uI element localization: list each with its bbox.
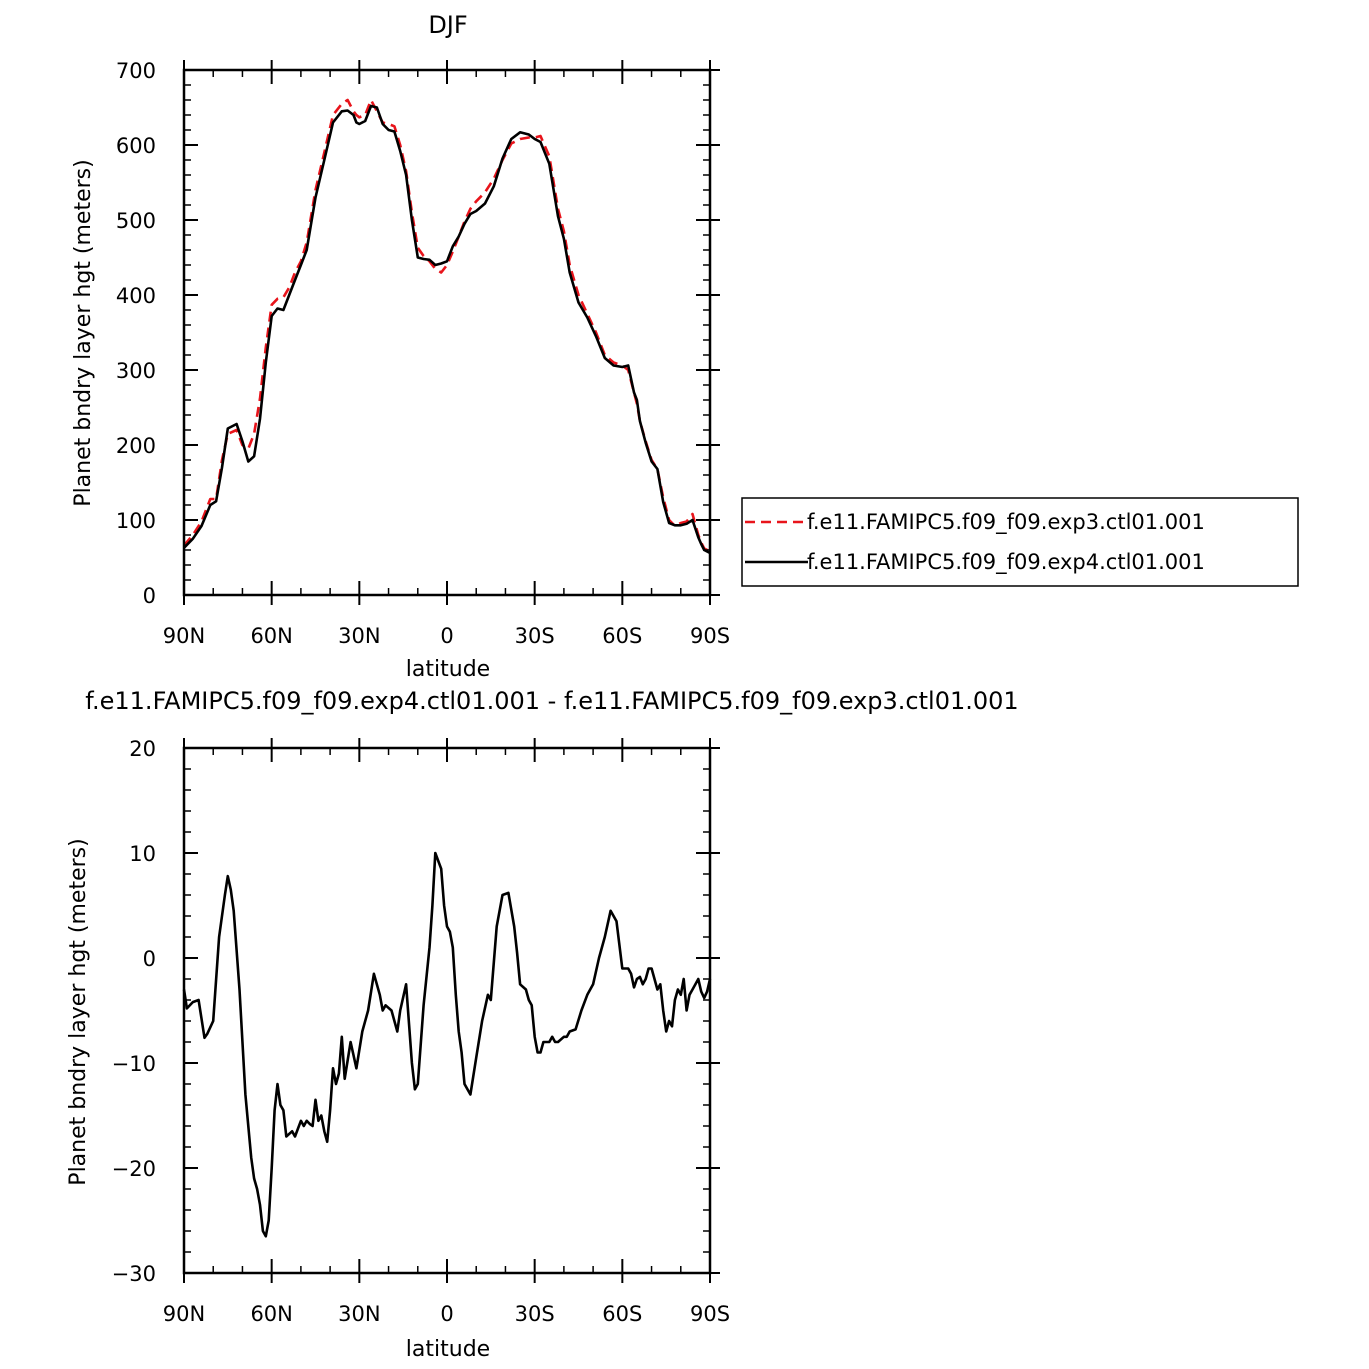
bottom-x-axis-title: latitude bbox=[406, 1337, 490, 1362]
x-tick-label: 90S bbox=[690, 624, 730, 648]
top-plot-frame bbox=[182, 68, 712, 597]
y-tick-label: 0 bbox=[143, 584, 156, 608]
bottom-plot-frame bbox=[182, 746, 712, 1275]
x-tick-label: 30S bbox=[515, 1302, 555, 1326]
top-x-axis-title: latitude bbox=[406, 657, 490, 682]
y-tick-label: 10 bbox=[129, 842, 156, 866]
legend: f.e11.FAMIPC5.f09_f09.exp3.ctl01.001 f.e… bbox=[741, 497, 1299, 587]
x-tick-label: 90N bbox=[163, 1302, 205, 1326]
x-tick-label: 60S bbox=[602, 624, 642, 648]
series-line-0-0 bbox=[183, 98, 711, 553]
top-plot-title: DJF bbox=[428, 11, 467, 39]
x-tick-label: 0 bbox=[440, 624, 453, 648]
top-y-axis-title: Planet bndry layer hgt (meters) bbox=[71, 159, 96, 506]
legend-label-exp3: f.e11.FAMIPC5.f09_f09.exp3.ctl01.001 bbox=[807, 510, 1205, 535]
x-tick-label: 60N bbox=[250, 624, 292, 648]
bottom-panel: f.e11.FAMIPC5.f09_f09.exp4.ctl01.001 - f… bbox=[66, 687, 1019, 1362]
y-tick-label: −20 bbox=[112, 1157, 156, 1181]
x-tick-label: 60S bbox=[602, 1302, 642, 1326]
x-tick-label: 90S bbox=[690, 1302, 730, 1326]
x-tick-label: 30S bbox=[515, 624, 555, 648]
bottom-y-axis-title: Planet bndry layer hgt (meters) bbox=[66, 838, 91, 1185]
y-tick-label: 300 bbox=[116, 359, 156, 383]
y-tick-label: 20 bbox=[129, 737, 156, 761]
x-tick-label: 90N bbox=[163, 624, 205, 648]
y-tick-label: 200 bbox=[116, 434, 156, 458]
bottom-plot-title: f.e11.FAMIPC5.f09_f09.exp4.ctl01.001 - f… bbox=[85, 687, 1018, 715]
y-tick-label: 100 bbox=[116, 509, 156, 533]
y-tick-label: −30 bbox=[112, 1262, 156, 1286]
x-tick-label: 60N bbox=[250, 1302, 292, 1326]
y-tick-label: 600 bbox=[116, 134, 156, 158]
x-tick-label: 30N bbox=[338, 624, 380, 648]
series-line-1-0 bbox=[182, 851, 712, 1238]
series-line-0-1 bbox=[183, 104, 711, 555]
top-panel: DJF 90N 60N 30N 0 30S 60S 90S 0 100 200 300 400 500 6… bbox=[71, 11, 730, 682]
x-tick-label: 0 bbox=[440, 1302, 453, 1326]
y-tick-label: 0 bbox=[143, 947, 156, 971]
legend-label-exp4: f.e11.FAMIPC5.f09_f09.exp4.ctl01.001 bbox=[807, 550, 1205, 575]
y-tick-label: 700 bbox=[116, 59, 156, 83]
x-tick-label: 30N bbox=[338, 1302, 380, 1326]
y-tick-label: 400 bbox=[116, 284, 156, 308]
y-tick-label: −10 bbox=[112, 1052, 156, 1076]
y-tick-label: 500 bbox=[116, 209, 156, 233]
legend-box bbox=[741, 497, 1299, 587]
